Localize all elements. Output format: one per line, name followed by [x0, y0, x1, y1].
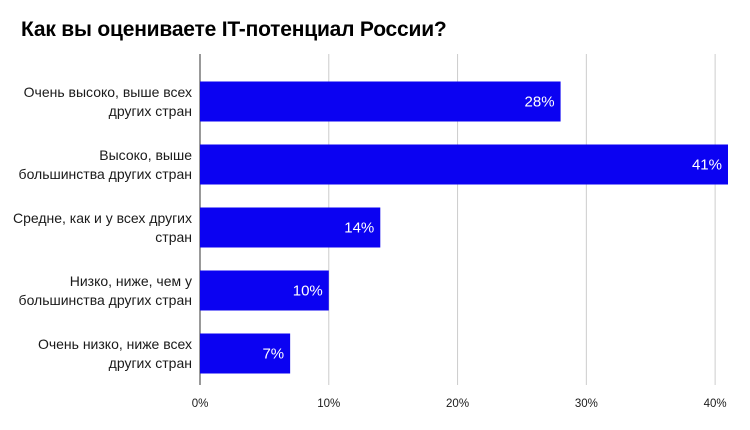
category-label: Очень низко, ниже всех	[38, 336, 192, 352]
category-label: Очень высоко, выше всех	[24, 84, 192, 100]
bar	[200, 270, 329, 311]
category-label: других стран	[109, 355, 192, 371]
bars: 28% 41% 14% 10% 7%	[200, 81, 728, 374]
data-label: 28%	[525, 94, 555, 111]
x-tick-label: 0%	[192, 398, 209, 410]
data-label: 7%	[262, 346, 284, 363]
x-tick-label: 30%	[575, 398, 598, 410]
data-label: 14%	[344, 220, 374, 237]
category-labels: Очень высоко, выше всех других стран Высок…	[13, 84, 192, 371]
category-label: большинства других стран	[19, 292, 192, 308]
bar	[200, 207, 381, 248]
data-label: 41%	[692, 157, 722, 174]
x-tick-label: 40%	[704, 398, 727, 410]
category-label: Высоко, выше	[99, 147, 192, 163]
chart-title: Как вы оцениваете IT-потенциал России?	[21, 18, 447, 41]
category-label: Средне, как и у всех других	[13, 210, 192, 226]
bar	[200, 144, 728, 185]
data-label: 10%	[293, 283, 323, 300]
x-tick-label: 20%	[446, 398, 469, 410]
category-label: большинства других стран	[19, 166, 192, 182]
x-axis-ticks: 0% 10% 20% 30% 40%	[192, 398, 727, 410]
bar	[200, 333, 291, 374]
bar	[200, 81, 561, 122]
x-tick-label: 10%	[317, 398, 340, 410]
category-label: стран	[155, 229, 192, 245]
category-label: Низко, ниже, чем у	[70, 273, 192, 289]
category-label: других стран	[109, 103, 192, 119]
